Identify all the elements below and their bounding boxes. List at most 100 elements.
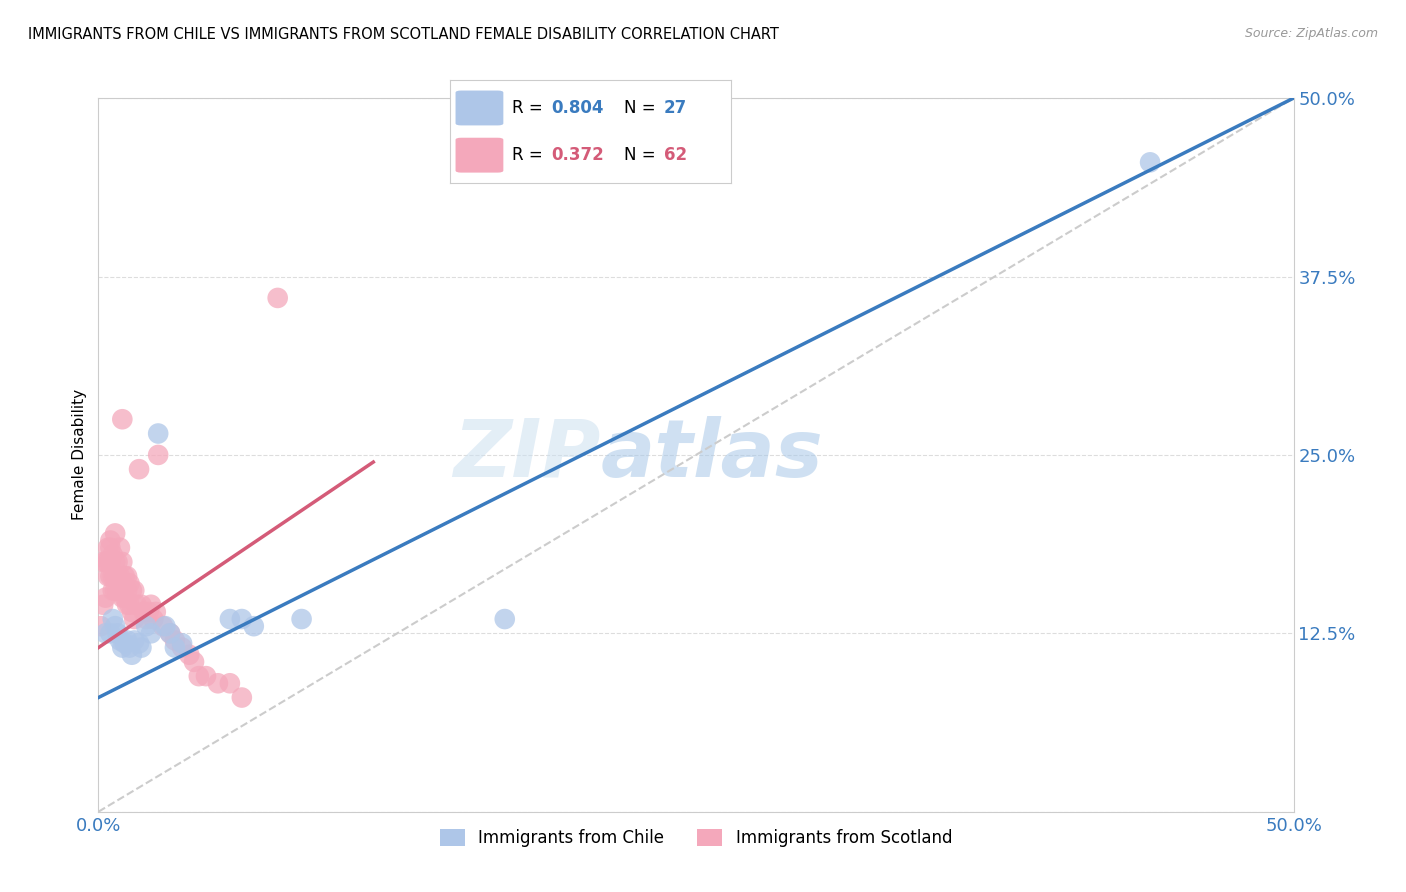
Point [94, 555, 117, 569]
Point [108, 569, 131, 583]
Text: Source: ZipAtlas.com: Source: ZipAtlas.com [1244, 27, 1378, 40]
Point [98, 626, 122, 640]
Text: ZIP: ZIP [453, 416, 600, 494]
Point [108, 633, 131, 648]
Point [163, 633, 186, 648]
Text: 62: 62 [664, 146, 686, 164]
Point [118, 640, 141, 655]
Point [114, 591, 136, 605]
Text: 0.372: 0.372 [551, 146, 605, 164]
Point [115, 598, 138, 612]
Text: 0.804: 0.804 [551, 99, 603, 117]
Point [108, 583, 131, 598]
Point [107, 626, 129, 640]
Point [145, 605, 167, 619]
Point [128, 462, 150, 476]
Point [115, 569, 138, 583]
Point [97, 555, 120, 569]
Point [91, 555, 114, 569]
Point [124, 633, 146, 648]
Point [98, 569, 122, 583]
Point [159, 626, 181, 640]
Point [98, 533, 122, 548]
Point [97, 541, 120, 555]
Text: atlas: atlas [600, 416, 823, 494]
Point [107, 583, 129, 598]
Point [159, 626, 181, 640]
Point [163, 640, 186, 655]
Point [94, 626, 117, 640]
Point [115, 633, 138, 648]
Point [118, 598, 141, 612]
Point [131, 598, 153, 612]
Point [98, 555, 122, 569]
Point [111, 591, 134, 605]
Point [187, 669, 209, 683]
Point [267, 291, 290, 305]
Point [121, 583, 143, 598]
Point [179, 648, 201, 662]
Point [172, 640, 194, 655]
Point [115, 583, 138, 598]
Point [104, 619, 127, 633]
Point [108, 541, 131, 555]
Point [124, 612, 146, 626]
Y-axis label: Female Disability: Female Disability [72, 389, 87, 521]
Point [131, 640, 153, 655]
Point [114, 636, 136, 650]
Point [139, 626, 162, 640]
Point [128, 636, 150, 650]
FancyBboxPatch shape [456, 91, 503, 126]
Point [111, 640, 134, 655]
Point [231, 612, 253, 626]
Point [104, 526, 127, 541]
Point [155, 619, 177, 633]
Point [118, 576, 141, 591]
Point [111, 555, 134, 569]
Point [1139, 155, 1161, 169]
Point [121, 648, 143, 662]
Point [125, 598, 148, 612]
Point [104, 583, 127, 598]
Point [111, 576, 134, 591]
Point [243, 619, 266, 633]
Point [101, 548, 124, 562]
Point [97, 569, 120, 583]
Text: 27: 27 [664, 99, 688, 117]
Point [124, 583, 146, 598]
Point [494, 612, 516, 626]
Point [195, 669, 218, 683]
Point [219, 676, 242, 690]
Point [172, 636, 194, 650]
Legend: Immigrants from Chile, Immigrants from Scotland: Immigrants from Chile, Immigrants from S… [433, 822, 959, 854]
Point [207, 676, 229, 690]
Point [183, 655, 205, 669]
Text: N =: N = [624, 146, 661, 164]
Point [94, 591, 117, 605]
Point [91, 598, 114, 612]
Point [101, 583, 124, 598]
Point [107, 569, 129, 583]
Point [148, 448, 170, 462]
Point [90, 619, 112, 633]
Point [231, 690, 253, 705]
Text: N =: N = [624, 99, 661, 117]
Point [138, 605, 160, 619]
Point [107, 555, 129, 569]
Text: IMMIGRANTS FROM CHILE VS IMMIGRANTS FROM SCOTLAND FEMALE DISABILITY CORRELATION : IMMIGRANTS FROM CHILE VS IMMIGRANTS FROM… [28, 27, 779, 42]
Point [148, 426, 170, 441]
Point [135, 612, 157, 626]
Text: R =: R = [512, 146, 548, 164]
Point [142, 612, 165, 626]
Point [152, 619, 174, 633]
Point [219, 612, 242, 626]
Text: R =: R = [512, 99, 548, 117]
Point [132, 605, 155, 619]
Point [291, 612, 314, 626]
Point [139, 598, 162, 612]
Point [104, 555, 127, 569]
Point [101, 612, 124, 626]
Point [114, 569, 136, 583]
Point [121, 605, 143, 619]
Point [98, 541, 122, 555]
